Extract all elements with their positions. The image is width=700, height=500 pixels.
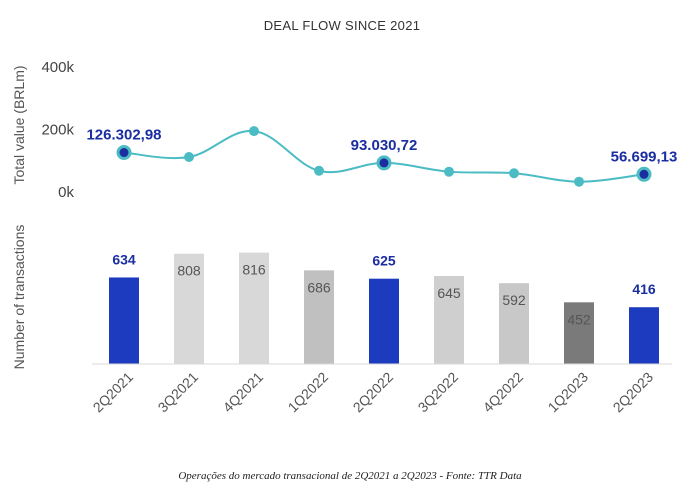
bar-value-label: 592 [502,292,526,308]
category-label: 4Q2022 [480,369,527,416]
transactions-bar [239,252,269,364]
transactions-bar [109,277,139,364]
line-point [509,168,519,179]
line-series: 126.302,98 93.030,72 56.699,13 [86,126,677,187]
line-point-highlight [376,155,392,171]
category-label: 2Q2021 [90,369,137,416]
bar-value-label: 634 [112,251,136,267]
line-y-tick-label: 0k [58,184,74,201]
line-y-tick-label: 400k [41,59,74,76]
line-value-label: 93.030,72 [351,137,418,154]
line-point-highlight [116,145,132,161]
bar-value-label: 645 [437,285,461,301]
transactions-bar [564,302,594,364]
bar-value-label: 816 [242,262,266,278]
category-label: 2Q2022 [350,369,397,416]
category-label: 3Q2022 [415,369,462,416]
bar-series: 634 808 816 686 625 645 592 452 416 [109,251,659,364]
transactions-bar [434,275,464,364]
line-value-label: 56.699,13 [611,148,678,165]
category-label: 1Q2023 [545,369,592,416]
category-label: 2Q2023 [610,369,657,416]
line-y-axis-ticks: 0k 200k 400k [41,59,74,201]
line-point-highlight [636,166,652,182]
line-point [184,152,194,162]
line-point [249,126,259,137]
line-point [444,166,454,177]
transactions-bar [304,270,334,364]
chart-caption: Operações do mercado transacional de 2Q2… [178,470,522,482]
line-value-label: 126.302,98 [86,127,161,144]
bar-value-label: 625 [372,253,396,269]
bar-y-axis-title: Number of transactions [11,225,27,370]
transactions-bar [629,307,659,364]
transactions-bar [174,253,204,364]
transactions-bar [499,283,529,364]
bar-value-label: 416 [632,281,656,297]
category-label: 1Q2022 [285,369,332,416]
line-point [314,165,324,176]
transactions-bar [369,278,399,364]
bar-value-label: 808 [177,263,201,279]
category-label: 3Q2021 [155,369,202,416]
chart-title: DEAL FLOW SINCE 2021 [264,18,421,33]
bar-value-label: 452 [567,311,591,327]
line-point [574,176,584,187]
category-axis-labels: 2Q2021 3Q2021 4Q2021 1Q2022 2Q2022 3Q2022 4Q20… [90,369,657,416]
category-label: 4Q2021 [220,369,267,416]
line-y-tick-label: 200k [41,122,74,139]
line-y-axis-title: Total value (BRLm) [11,65,27,184]
bar-value-label: 686 [307,279,331,295]
